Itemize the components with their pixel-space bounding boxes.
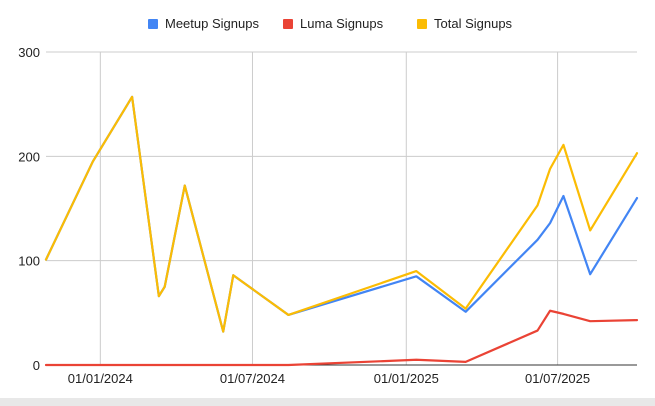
legend-swatch xyxy=(148,19,158,29)
chart-grid xyxy=(46,51,637,365)
x-tick-label: 01/01/2025 xyxy=(374,371,439,386)
bottom-scroll-strip xyxy=(0,398,655,406)
legend-label: Total Signups xyxy=(434,16,513,31)
x-tick-label: 01/07/2024 xyxy=(220,371,285,386)
x-tick-label: 01/07/2025 xyxy=(525,371,590,386)
y-tick-label: 300 xyxy=(18,45,40,60)
x-tick-label: 01/01/2024 xyxy=(68,371,133,386)
legend-swatch xyxy=(283,19,293,29)
legend-label: Luma Signups xyxy=(300,16,384,31)
y-tick-label: 100 xyxy=(18,254,40,269)
series-line-total-signups xyxy=(44,95,639,333)
chart-legend: Meetup Signups Luma Signups Total Signups xyxy=(148,16,513,31)
chart-axes: 0 100 200 300 01/01/2024 01/07/2024 01/01/2025… xyxy=(18,45,637,386)
y-tick-label: 0 xyxy=(33,358,40,373)
legend-label: Meetup Signups xyxy=(165,16,259,31)
legend-swatch xyxy=(417,19,427,29)
y-tick-label: 200 xyxy=(18,149,40,164)
chart-series xyxy=(44,95,639,367)
series-line-luma-signups xyxy=(44,309,639,367)
